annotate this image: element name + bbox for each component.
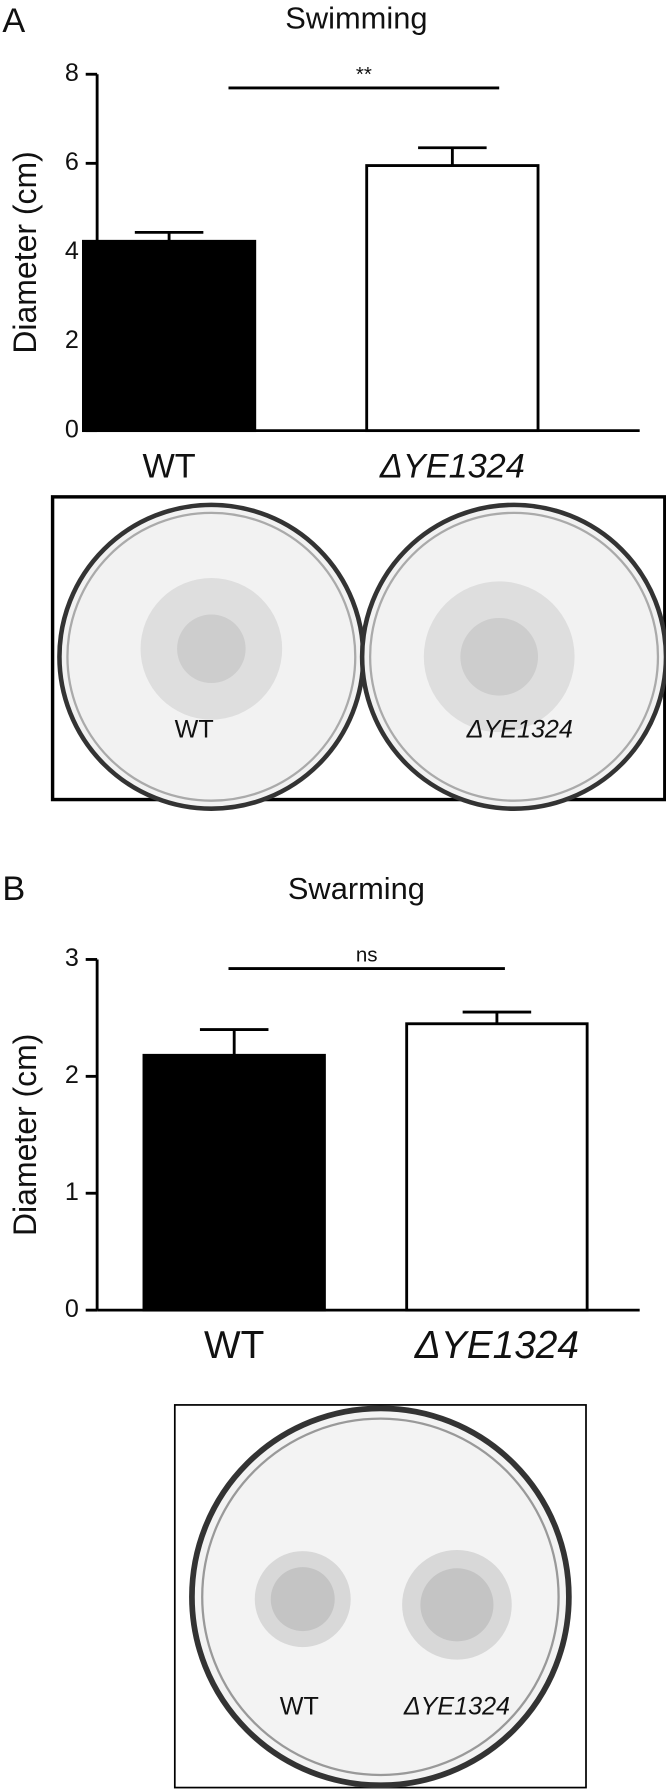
panel-label: A <box>2 2 25 40</box>
y-tick-label: 2 <box>65 326 79 354</box>
bar <box>405 1022 589 1312</box>
bar <box>365 164 540 433</box>
y-tick-label: 4 <box>65 237 79 265</box>
y-tick-label: 3 <box>65 944 79 972</box>
image-label: ΔYE1324 <box>466 716 573 744</box>
chart-title: Swarming <box>288 871 425 906</box>
y-tick-label: 6 <box>65 148 79 176</box>
chart-title: Swimming <box>285 1 427 36</box>
x-tick-label: WT <box>204 1324 264 1367</box>
photo-b <box>173 1404 587 1789</box>
photo-a <box>50 495 666 811</box>
x-tick-label: ΔYE1324 <box>379 447 525 485</box>
y-tick-label: 8 <box>65 59 79 87</box>
y-tick-label: 0 <box>65 415 79 443</box>
y-axis-label: Diameter (cm) <box>7 1034 43 1236</box>
bar <box>81 239 257 433</box>
y-tick-label: 0 <box>65 1295 79 1323</box>
x-tick-label: WT <box>142 447 195 485</box>
image-label: ΔYE1324 <box>403 1692 510 1720</box>
panel-label: B <box>2 870 25 908</box>
image-label: WT <box>175 716 214 744</box>
bar <box>142 1053 326 1312</box>
image-label: WT <box>280 1692 319 1720</box>
y-tick-label: 2 <box>65 1061 79 1089</box>
significance-label: ** <box>356 63 372 86</box>
x-tick-label: ΔYE1324 <box>414 1324 579 1367</box>
y-axis-label: Diameter (cm) <box>7 151 43 353</box>
significance-label: ns <box>356 943 378 966</box>
y-tick-label: 1 <box>65 1178 79 1206</box>
